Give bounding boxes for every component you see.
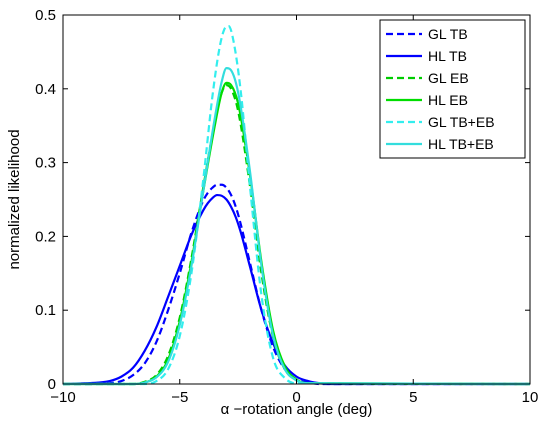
legend-label: HL EB (428, 92, 468, 108)
x-tick-label: −5 (171, 389, 188, 406)
series-line-1 (62, 193, 530, 386)
series-line-0 (62, 183, 530, 386)
axes: −10 −5 0 5 10 0 0.1 0.2 0.3 0.4 0.5 (35, 7, 538, 406)
plot-area (62, 24, 531, 386)
series-line-5 (62, 67, 531, 386)
x-tick-label: −10 (50, 389, 75, 406)
legend: GL TB HL TB GL EB HL EB GL TB+EB HL TB+EB (379, 19, 526, 159)
series-line-4 (62, 24, 531, 386)
x-tick-label: 0 (292, 389, 300, 406)
y-tick-label: 0.2 (35, 228, 56, 245)
legend-label: HL TB (428, 48, 467, 64)
y-axis-label: normalized likelihood (6, 129, 23, 269)
y-tick-label: 0.1 (35, 302, 56, 319)
legend-label: GL EB (428, 70, 469, 86)
y-tick-label: 0 (48, 376, 56, 393)
legend-box (379, 19, 526, 159)
legend-label: HL TB+EB (428, 136, 494, 152)
legend-label: GL TB (428, 26, 468, 42)
y-tick-label: 0.5 (35, 7, 56, 24)
x-tick-label: 10 (522, 389, 539, 406)
x-axis-label: α −rotation angle (deg) (221, 401, 373, 418)
y-tick-label: 0.3 (35, 155, 56, 172)
legend-label: GL TB+EB (428, 114, 495, 130)
y-tick-label: 0.4 (35, 81, 56, 98)
x-tick-label: 5 (409, 389, 417, 406)
